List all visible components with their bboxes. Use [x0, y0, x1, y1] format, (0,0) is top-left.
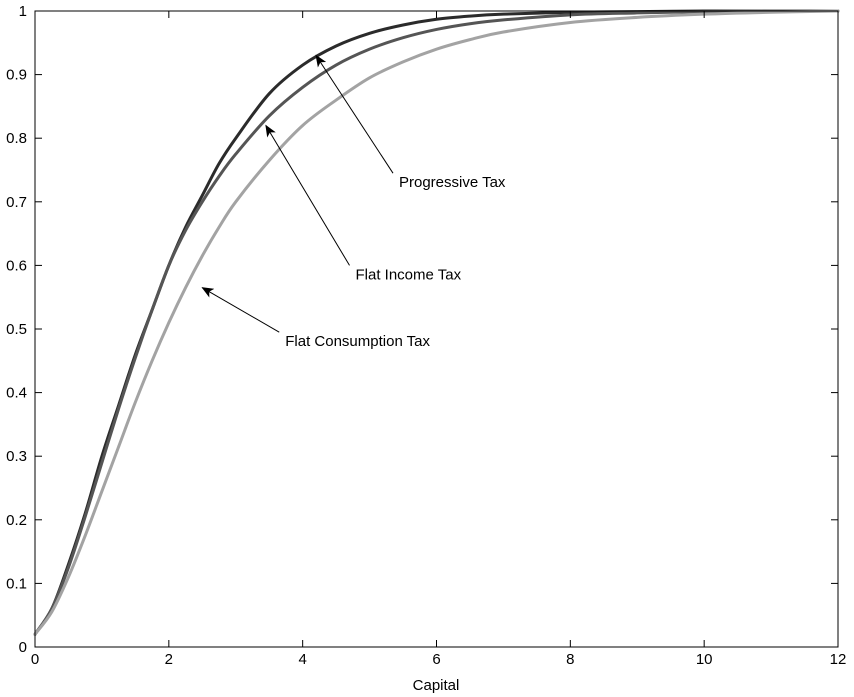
annotation-layer: Progressive Tax Flat Income Tax Flat Consu… [201, 54, 506, 350]
x-tick-label: 12 [830, 651, 847, 668]
plot-background [35, 11, 838, 647]
annotation-arrow-progressive [315, 54, 394, 174]
series-line-flat-income [33, 9, 840, 636]
annotation-label-progressive: Progressive Tax [399, 174, 506, 191]
y-tick-label: 0.3 [6, 448, 27, 465]
y-ticks: 0 0.1 0.2 0.3 0.4 0.5 0.6 0.7 0.8 0.9 1 [6, 3, 838, 656]
annotation-arrow-flat-income [265, 124, 350, 266]
series-line-progressive [33, 9, 840, 636]
x-tick-label: 0 [31, 651, 39, 668]
x-tick-label: 10 [696, 651, 713, 668]
x-tick-label: 6 [432, 651, 440, 668]
y-tick-label: 0 [19, 639, 27, 656]
x-axis-title: Capital [413, 677, 460, 694]
annotation-label-flat-income: Flat Income Tax [356, 266, 462, 283]
x-tick-label: 8 [566, 651, 574, 668]
series-layer [33, 9, 840, 636]
y-tick-label: 0.1 [6, 575, 27, 592]
annotation-arrow-flat-consumption [201, 287, 280, 333]
x-tick-label: 2 [165, 651, 173, 668]
x-tick-label: 4 [298, 651, 306, 668]
y-tick-label: 0.8 [6, 130, 27, 147]
series-line-flat-consumption [33, 9, 840, 636]
y-tick-label: 0.2 [6, 512, 27, 529]
y-tick-label: 0.9 [6, 67, 27, 84]
y-tick-label: 0.6 [6, 257, 27, 274]
y-tick-label: 0.7 [6, 194, 27, 211]
x-ticks: 0 2 4 6 8 10 12 [31, 11, 847, 668]
y-tick-label: 1 [19, 3, 27, 20]
y-tick-label: 0.5 [6, 321, 27, 338]
y-tick-label: 0.4 [6, 385, 27, 402]
annotation-label-flat-consumption: Flat Consumption Tax [285, 333, 430, 350]
